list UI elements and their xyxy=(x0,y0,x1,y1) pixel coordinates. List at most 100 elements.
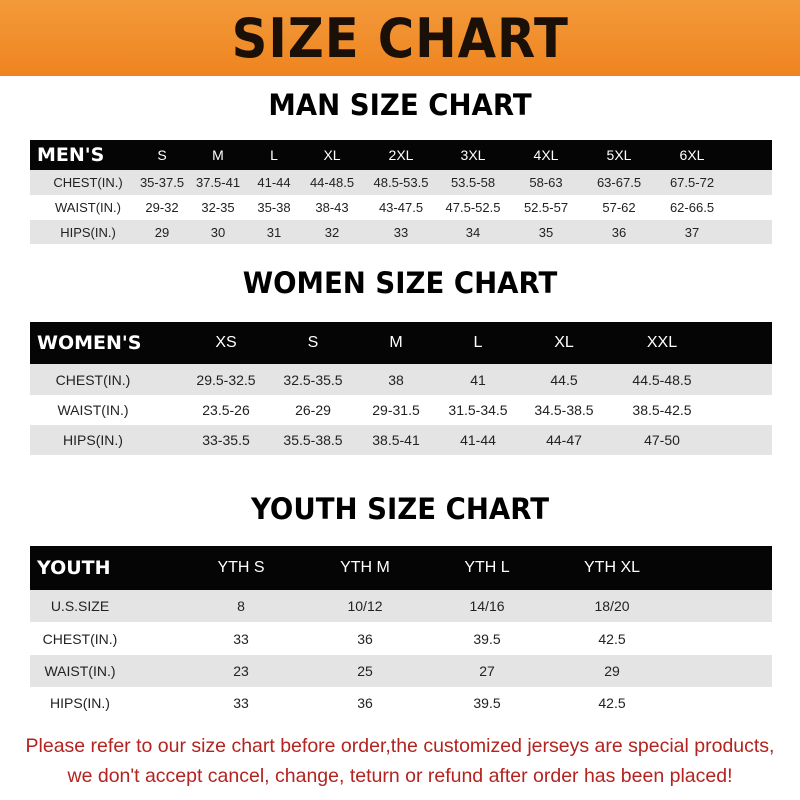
women-table-row: WAIST(IN.) 23.5-26 26-29 29-31.5 31.5-34.5 34… xyxy=(30,395,772,425)
measurement-label: U.S.SIZE xyxy=(50,598,110,614)
measurement-value: 29-31.5 xyxy=(372,402,420,418)
men-size-table: MEN'S S M L XL 2XL 3XL 4XL 5XL 6XL CHEST(IN.) 35-37… xyxy=(30,140,772,244)
youth-chart-title: YOUTH SIZE CHART xyxy=(250,492,550,526)
men-table-row: WAIST(IN.) 29-32 32-35 35-38 38-43 43-47.5 47.… xyxy=(30,195,772,220)
measurement-value: 14/16 xyxy=(469,598,505,614)
size-column-header: YTH XL xyxy=(583,559,641,576)
measurement-value: 35-38 xyxy=(257,200,291,215)
measurement-value: 31 xyxy=(266,224,282,240)
measurement-value: 53.5-58 xyxy=(450,175,496,190)
size-column-header: 4XL xyxy=(533,147,559,163)
table-heading-label: YOUTH xyxy=(37,557,111,579)
measurement-value: 44.5-48.5 xyxy=(632,371,692,388)
measurement-value: 57-62 xyxy=(602,200,636,215)
measurement-value: 44.5 xyxy=(550,371,578,388)
measurement-value: 32 xyxy=(324,224,340,240)
measurement-value: 33-35.5 xyxy=(202,432,250,448)
measurement-value: 63-67.5 xyxy=(596,175,642,190)
measurement-value: 48.5-53.5 xyxy=(373,175,429,190)
banner: SIZE CHART xyxy=(0,0,800,76)
measurement-label: HIPS(IN.) xyxy=(63,432,123,448)
measurement-value: 32-35 xyxy=(201,200,235,215)
measurement-value: 18/20 xyxy=(594,598,630,614)
measurement-value: 47.5-52.5 xyxy=(445,200,501,215)
banner-title: SIZE CHART xyxy=(231,6,569,70)
measurement-value: 42.5 xyxy=(598,695,626,711)
women-table-row: CHEST(IN.) 29.5-32.5 32.5-35.5 38 41 44.5 44.5… xyxy=(30,364,772,395)
note-line-1: Please refer to our size chart before or… xyxy=(25,735,775,757)
size-column-header: 5XL xyxy=(606,147,632,163)
size-column-header: XS xyxy=(215,334,237,351)
measurement-value: 29.5-32.5 xyxy=(196,371,256,388)
measurement-value: 25 xyxy=(357,663,373,679)
measurement-value: 43-47.5 xyxy=(378,200,424,215)
size-column-header: XL xyxy=(323,147,341,163)
measurement-value: 27 xyxy=(479,663,495,679)
youth-table-row: CHEST(IN.) 33 36 39.5 42.5 xyxy=(30,622,772,655)
measurement-value: 35.5-38.5 xyxy=(283,432,343,448)
measurement-label: CHEST(IN.) xyxy=(42,630,118,647)
measurement-value: 23 xyxy=(233,663,249,679)
measurement-value: 44-48.5 xyxy=(309,175,355,190)
measurement-value: 26-29 xyxy=(295,402,331,418)
measurement-value: 32.5-35.5 xyxy=(283,371,343,388)
size-column-header: L xyxy=(473,334,483,351)
men-header-row: MEN'S S M L XL 2XL 3XL 4XL 5XL 6XL xyxy=(30,140,772,170)
measurement-label: WAIST(IN.) xyxy=(44,663,116,679)
table-heading-label: MEN'S xyxy=(37,144,105,166)
measurement-value: 33 xyxy=(393,224,409,240)
measurement-value: 10/12 xyxy=(347,598,383,614)
youth-table-row: WAIST(IN.) 23 25 27 29 xyxy=(30,655,772,687)
youth-size-table: YOUTH YTH S YTH M YTH L YTH XL U.S.SIZE 8 10/12… xyxy=(30,546,772,719)
size-column-header: YTH M xyxy=(340,559,390,576)
measurement-value: 39.5 xyxy=(473,695,501,711)
measurement-value: 38-43 xyxy=(315,200,349,215)
size-column-header: M xyxy=(212,147,224,163)
measurement-value: 29 xyxy=(604,663,620,679)
note-line-2: we don't accept cancel, change, teturn o… xyxy=(67,765,733,787)
size-column-header: XL xyxy=(554,334,574,351)
youth-table-row: U.S.SIZE 8 10/12 14/16 18/20 xyxy=(30,590,772,622)
measurement-label: WAIST(IN.) xyxy=(55,200,121,215)
measurement-value: 29-32 xyxy=(145,200,179,215)
measurement-value: 37.5-41 xyxy=(195,175,241,190)
measurement-value: 34.5-38.5 xyxy=(534,402,594,418)
women-header-row: WOMEN'S XS S M L XL XXL xyxy=(30,322,772,364)
measurement-value: 8 xyxy=(237,598,245,614)
measurement-value: 36 xyxy=(357,695,373,711)
measurement-value: 58-63 xyxy=(529,175,563,190)
size-column-header: XXL xyxy=(646,334,678,351)
measurement-value: 37 xyxy=(684,224,700,240)
measurement-value: 41-44 xyxy=(257,175,291,190)
men-chart-title: MAN SIZE CHART xyxy=(268,88,532,122)
women-chart-title: WOMEN SIZE CHART xyxy=(242,266,558,300)
women-size-table: WOMEN'S XS S M L XL XXL CHEST(IN.) 29.5-32.5 32.5… xyxy=(30,322,772,455)
size-column-header: M xyxy=(389,334,403,351)
youth-header-row: YOUTH YTH S YTH M YTH L YTH XL xyxy=(30,546,772,590)
measurement-value: 67.5-72 xyxy=(669,175,715,190)
measurement-label: CHEST(IN.) xyxy=(53,175,123,190)
measurement-value: 31.5-34.5 xyxy=(448,402,508,418)
measurement-value: 41 xyxy=(470,371,486,388)
size-column-header: L xyxy=(270,147,278,163)
measurement-value: 30 xyxy=(210,224,226,240)
measurement-value: 33 xyxy=(233,630,249,647)
measurement-label: CHEST(IN.) xyxy=(55,371,131,388)
measurement-value: 62-66.5 xyxy=(669,200,715,215)
measurement-value: 23.5-26 xyxy=(202,402,250,418)
measurement-value: 35-37.5 xyxy=(139,175,185,190)
men-table-row: CHEST(IN.) 35-37.5 37.5-41 41-44 44-48.5 48.5… xyxy=(30,170,772,195)
measurement-value: 38.5-42.5 xyxy=(632,402,692,418)
measurement-value: 34 xyxy=(465,224,481,240)
size-column-header: S xyxy=(307,334,319,351)
measurement-value: 29 xyxy=(154,224,170,240)
youth-table-row: HIPS(IN.) 33 36 39.5 42.5 xyxy=(30,687,772,719)
measurement-label: HIPS(IN.) xyxy=(50,695,110,711)
measurement-value: 41-44 xyxy=(460,432,496,448)
measurement-label: HIPS(IN.) xyxy=(60,224,116,240)
table-heading-label: WOMEN'S xyxy=(37,332,142,354)
measurement-value: 47-50 xyxy=(644,432,680,448)
measurement-value: 52.5-57 xyxy=(523,200,569,215)
measurement-value: 44-47 xyxy=(546,432,582,448)
men-table-row: HIPS(IN.) 29 30 31 32 33 34 35 36 37 xyxy=(30,220,772,244)
